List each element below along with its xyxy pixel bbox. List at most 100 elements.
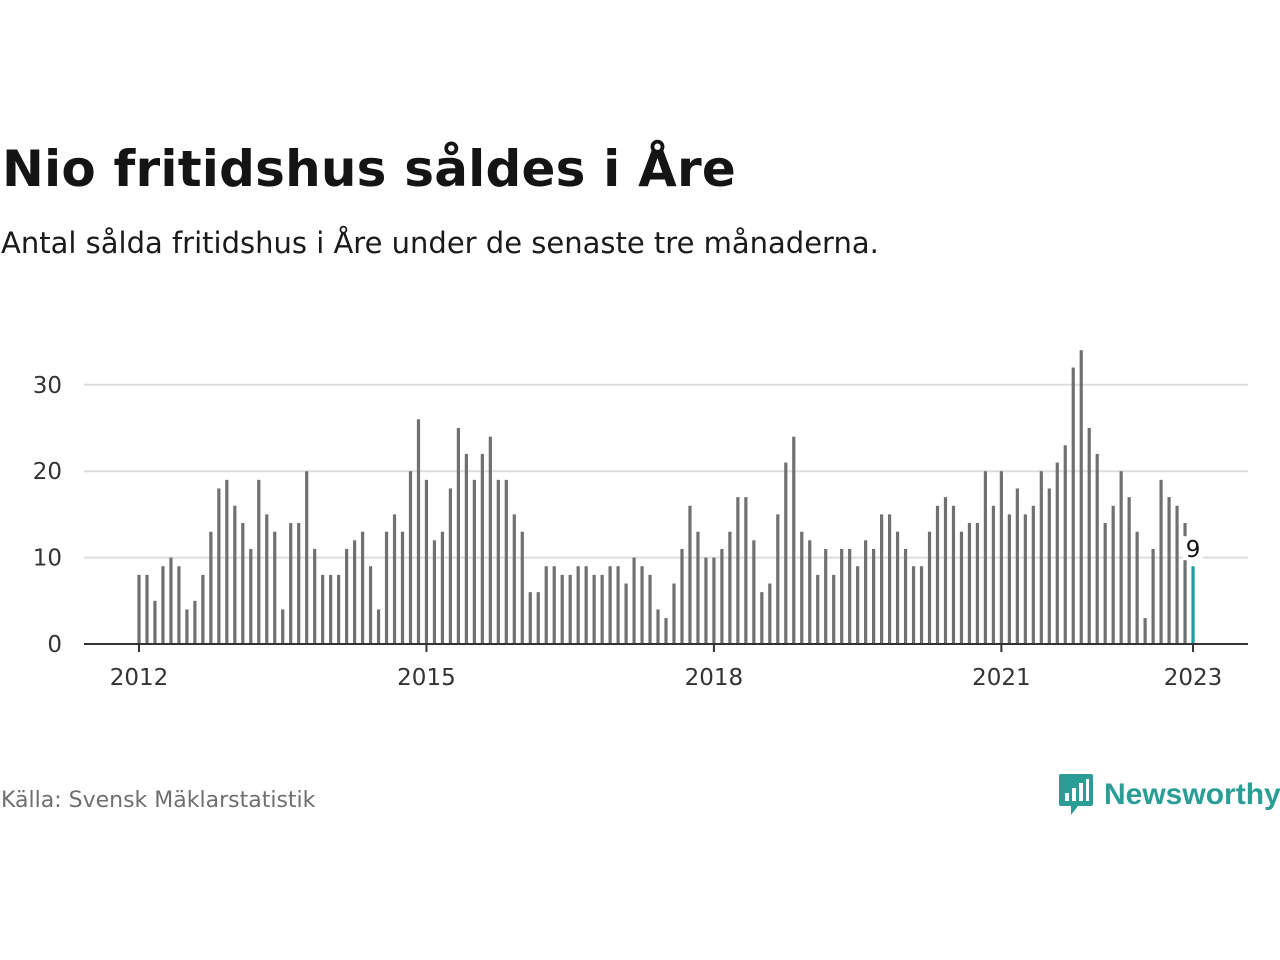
y-tick-label: 30 bbox=[33, 373, 62, 399]
bar bbox=[528, 592, 532, 644]
bar bbox=[688, 505, 692, 644]
bar bbox=[376, 609, 381, 644]
x-tick-label: 2012 bbox=[110, 665, 169, 691]
bar bbox=[784, 462, 788, 644]
bar bbox=[1103, 523, 1107, 644]
bar bbox=[392, 514, 397, 644]
bar bbox=[712, 557, 716, 644]
bar bbox=[935, 505, 940, 644]
bar bbox=[1015, 488, 1019, 644]
bar-chart-speech-bubble-icon bbox=[1059, 774, 1093, 815]
bar bbox=[616, 566, 620, 644]
bar bbox=[1007, 514, 1011, 644]
bar bbox=[1143, 618, 1147, 644]
bar bbox=[1167, 497, 1171, 644]
y-axis-ticks: 0 10 20 30 bbox=[33, 373, 62, 658]
bar bbox=[880, 514, 884, 644]
bar bbox=[1127, 497, 1131, 644]
bar-chart: 0 10 20 30 2012 2015 2018 2021 2023 9 bbox=[33, 350, 1248, 691]
bar bbox=[720, 548, 724, 644]
bar bbox=[959, 531, 964, 644]
bar bbox=[632, 557, 636, 644]
y-tick-label: 20 bbox=[33, 459, 62, 485]
bar bbox=[456, 428, 460, 644]
bar bbox=[400, 531, 405, 644]
bar bbox=[137, 574, 141, 644]
bar bbox=[696, 531, 700, 644]
bar bbox=[297, 523, 301, 644]
bar bbox=[656, 609, 660, 644]
bar bbox=[1047, 488, 1051, 644]
bar bbox=[824, 548, 828, 644]
bar bbox=[448, 488, 453, 644]
bar bbox=[1183, 523, 1187, 644]
source-note: Källa: Svensk Mäklarstatistik bbox=[1, 788, 316, 813]
bar bbox=[472, 479, 476, 644]
x-tick-label: 2023 bbox=[1164, 665, 1223, 691]
bar bbox=[1063, 445, 1067, 644]
bar bbox=[776, 514, 780, 644]
bar bbox=[568, 574, 572, 644]
bar bbox=[640, 566, 644, 644]
bar bbox=[185, 609, 189, 644]
bar bbox=[584, 566, 588, 644]
bar bbox=[592, 574, 596, 644]
bar bbox=[480, 453, 484, 644]
bar bbox=[440, 531, 445, 644]
bar bbox=[808, 540, 812, 644]
x-tick-label: 2021 bbox=[972, 665, 1031, 691]
bar bbox=[624, 583, 628, 644]
last-value-label-bg bbox=[1183, 536, 1204, 561]
bar bbox=[512, 514, 516, 644]
chart-title: Nio fritidshus såldes i Åre bbox=[2, 140, 736, 198]
bar bbox=[488, 436, 492, 644]
bar bbox=[967, 523, 972, 644]
bar bbox=[576, 566, 580, 644]
bar bbox=[233, 505, 237, 644]
bar bbox=[887, 514, 892, 644]
bar bbox=[1071, 367, 1075, 644]
bar bbox=[608, 566, 612, 644]
bar bbox=[201, 574, 205, 644]
bar bbox=[648, 574, 652, 644]
annotations: 9 bbox=[1183, 536, 1204, 563]
bar bbox=[600, 574, 604, 644]
bar-highlight bbox=[1191, 566, 1195, 644]
bar bbox=[1039, 471, 1043, 644]
bar bbox=[848, 548, 852, 644]
bar bbox=[1087, 428, 1091, 644]
bar bbox=[552, 566, 556, 644]
bar bbox=[368, 566, 373, 644]
bar bbox=[408, 471, 413, 644]
bar bbox=[983, 471, 988, 644]
bar bbox=[153, 600, 157, 644]
bar bbox=[305, 471, 309, 644]
bar bbox=[424, 479, 429, 644]
bar bbox=[1135, 531, 1139, 644]
bar bbox=[951, 505, 956, 644]
bar bbox=[209, 531, 213, 644]
bar bbox=[903, 548, 908, 644]
bar bbox=[464, 453, 468, 644]
bar bbox=[911, 566, 916, 644]
bars bbox=[137, 350, 1195, 644]
bar bbox=[800, 531, 804, 644]
bar bbox=[145, 574, 149, 644]
bar bbox=[177, 566, 181, 644]
bar bbox=[1175, 505, 1179, 644]
bar bbox=[257, 479, 261, 644]
last-value-label: 9 bbox=[1186, 537, 1201, 563]
bar bbox=[1023, 514, 1027, 644]
bar bbox=[991, 505, 995, 644]
bar bbox=[1079, 350, 1083, 644]
bar bbox=[736, 497, 740, 644]
bar bbox=[360, 531, 365, 644]
bar bbox=[241, 523, 245, 644]
bar bbox=[672, 583, 676, 644]
bar bbox=[337, 574, 341, 644]
bar bbox=[1031, 505, 1035, 644]
gridlines bbox=[84, 383, 1248, 559]
bar bbox=[927, 531, 932, 644]
bar bbox=[225, 479, 229, 644]
bar bbox=[999, 471, 1003, 644]
